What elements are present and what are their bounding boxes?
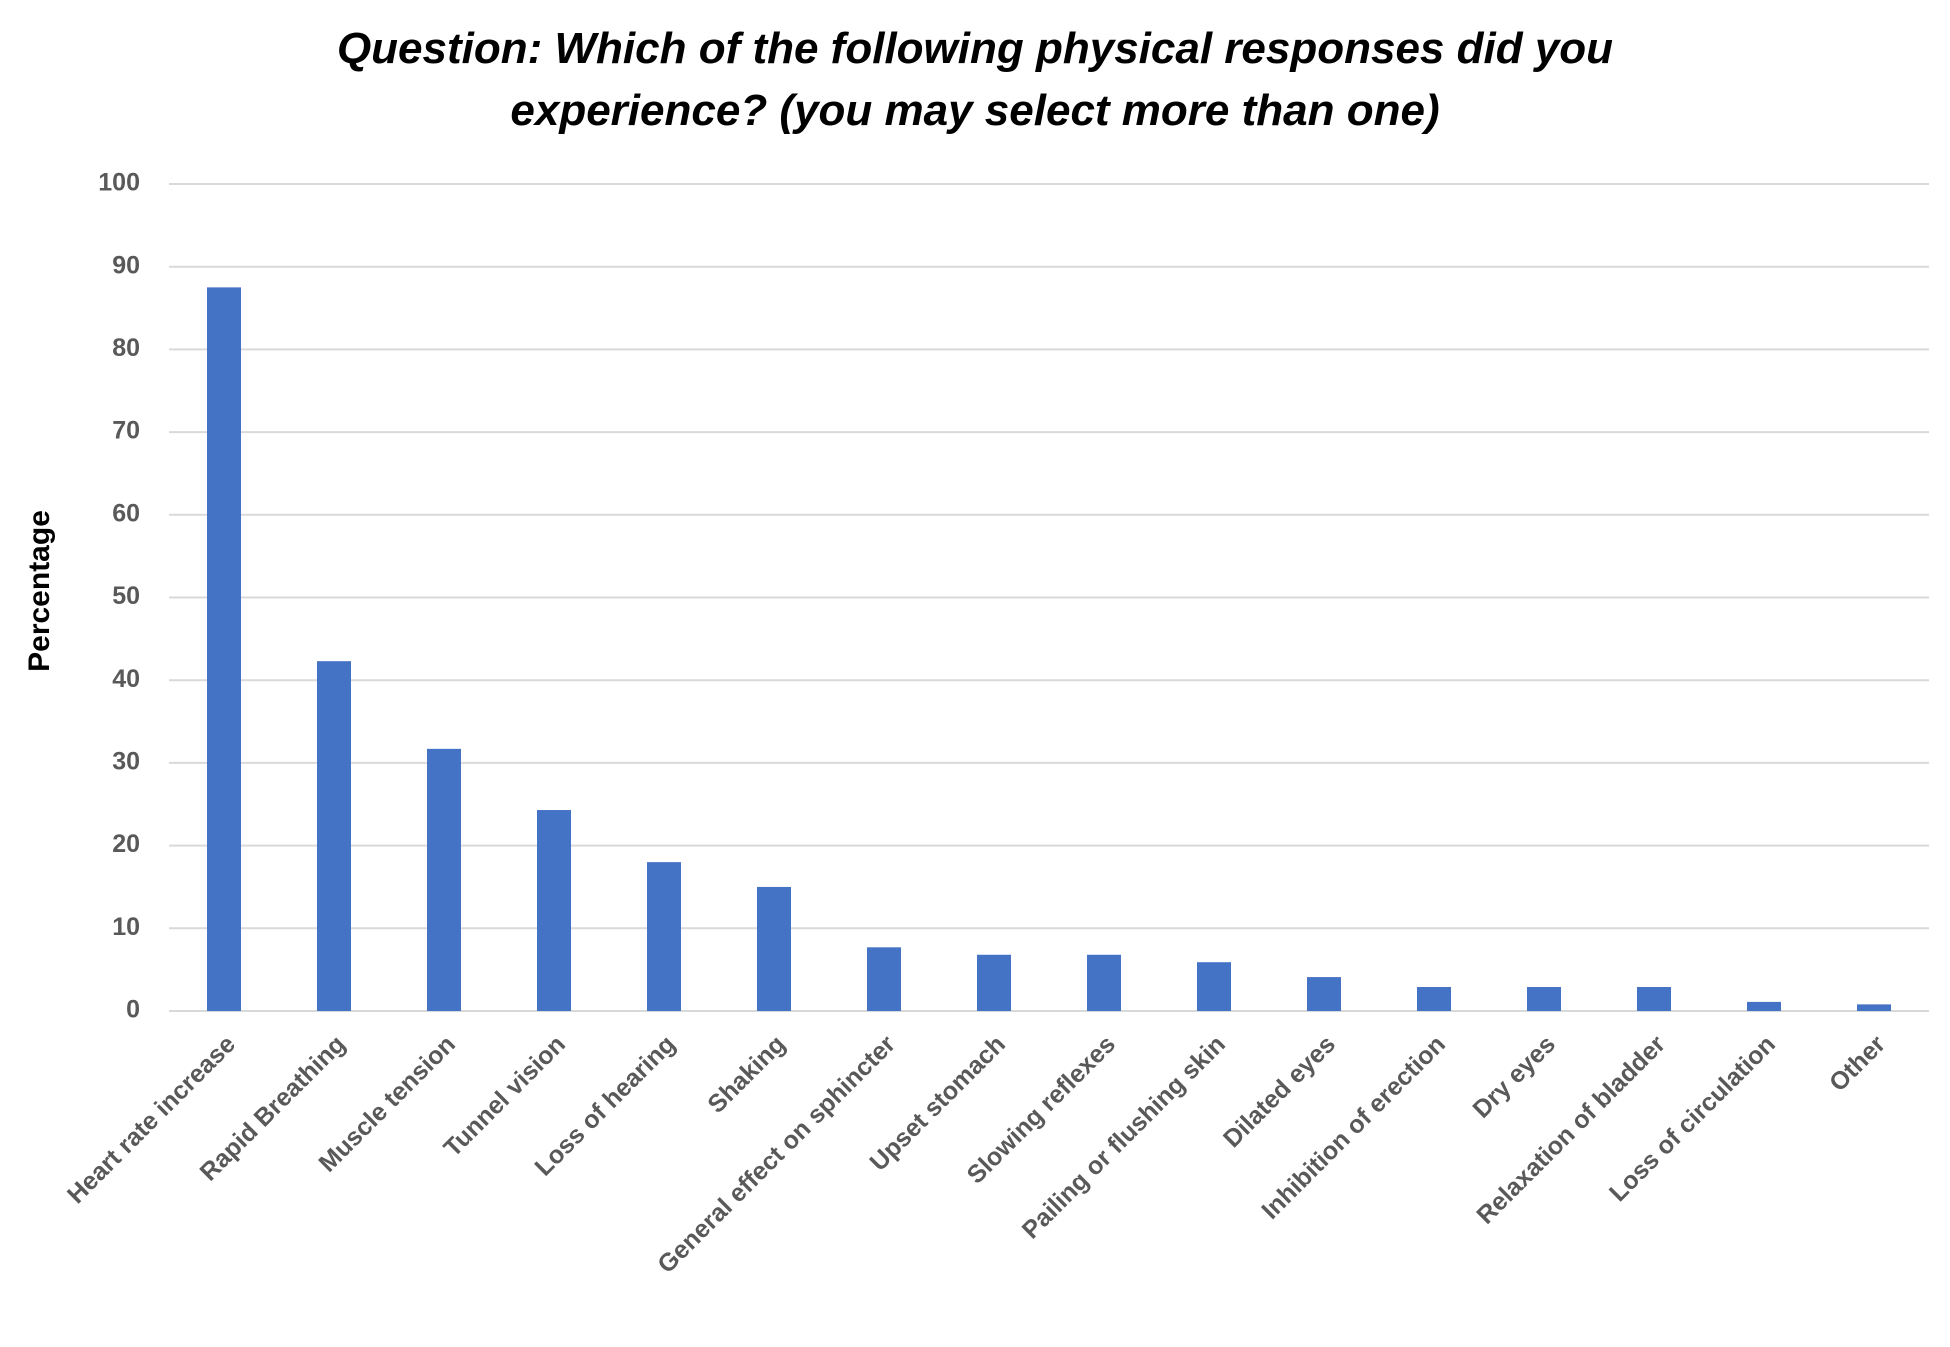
bar	[427, 748, 461, 1011]
bar	[1307, 977, 1341, 1011]
y-axis-label: Percentage	[23, 510, 56, 672]
y-tick-label: 20	[112, 830, 140, 858]
x-tick-label: Dry eyes	[1467, 1030, 1561, 1124]
bar	[1087, 954, 1121, 1011]
title-box: Question: Which of the following physica…	[0, 18, 1950, 142]
bar	[1857, 1004, 1891, 1011]
x-tick-label: Dilated eyes	[1218, 1030, 1341, 1153]
x-tick-label: Inhibition of erection	[1256, 1030, 1451, 1225]
bar	[977, 954, 1011, 1011]
x-tick-label: Pailing or flushing skin	[1017, 1030, 1231, 1244]
bar	[647, 862, 681, 1011]
y-tick-label: 40	[112, 665, 140, 693]
bar	[757, 886, 791, 1011]
bar	[867, 947, 901, 1011]
bar	[1527, 987, 1561, 1011]
y-tick-label: 70	[112, 417, 140, 445]
bar	[537, 810, 571, 1011]
x-tick-label: General effect on sphincter	[652, 1030, 901, 1279]
y-tick-label: 100	[98, 169, 140, 197]
bar	[317, 661, 351, 1011]
bar	[1637, 987, 1671, 1011]
x-tick-label: Other	[1824, 1030, 1891, 1097]
bar	[1417, 987, 1451, 1011]
bar	[1197, 962, 1231, 1011]
y-tick-label: 80	[112, 334, 140, 362]
bar	[1747, 1001, 1781, 1011]
y-tick-label: 60	[112, 499, 140, 527]
y-tick-label: 30	[112, 748, 140, 776]
y-tick-label: 50	[112, 582, 140, 610]
y-tick-label: 10	[112, 913, 140, 941]
bar	[207, 287, 241, 1011]
chart-title: Question: Which of the following physica…	[336, 24, 1614, 135]
x-tick-label: Relaxation of bladder	[1471, 1030, 1671, 1230]
y-tick-label: 90	[112, 251, 140, 279]
y-tick-label: 0	[126, 996, 140, 1024]
x-tick-label: Shaking	[702, 1030, 791, 1119]
